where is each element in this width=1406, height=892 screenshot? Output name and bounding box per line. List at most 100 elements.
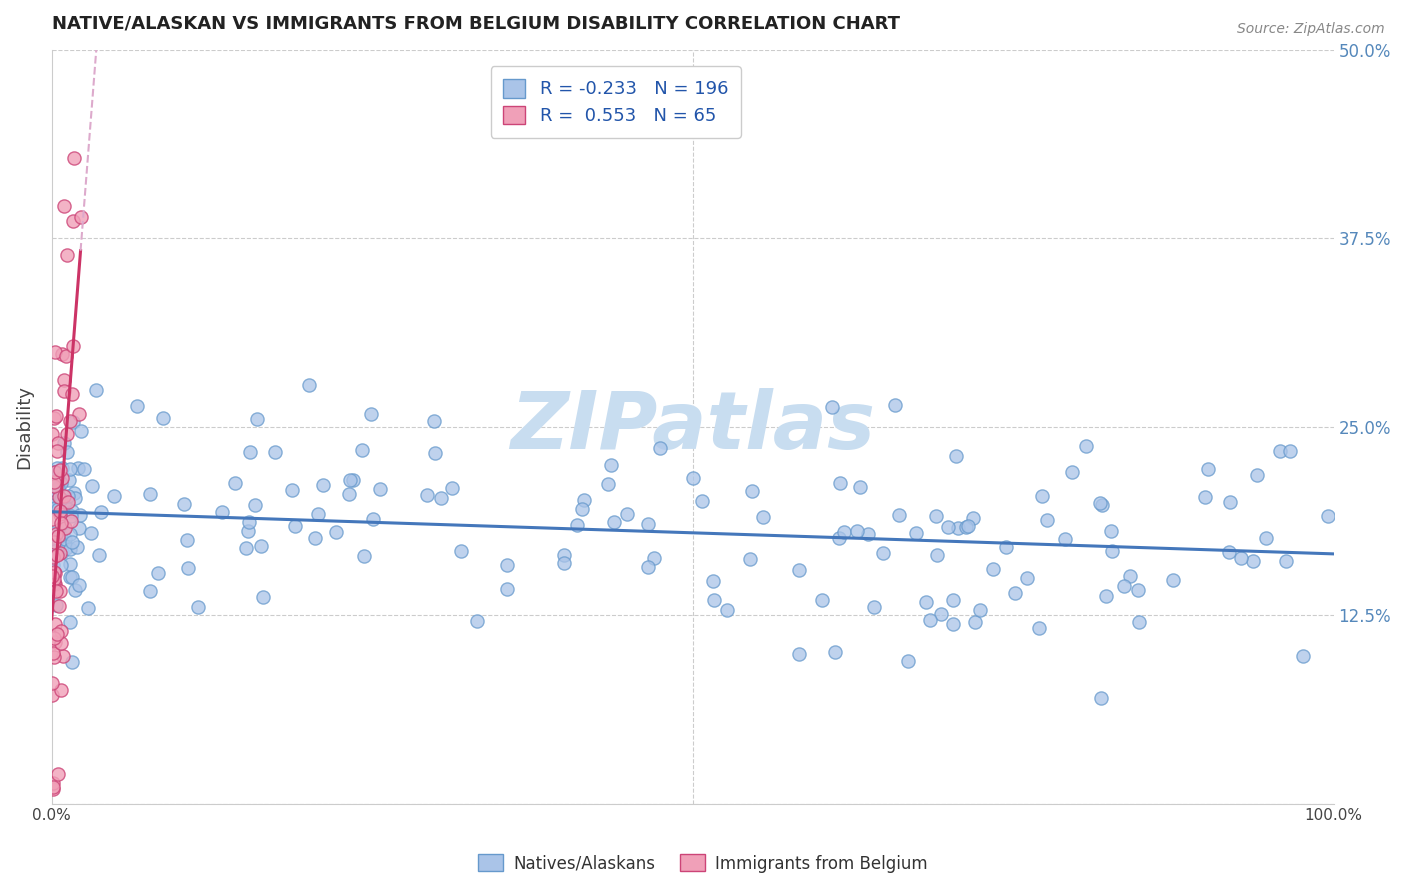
Point xyxy=(1128,615,1150,629)
Point xyxy=(42,467,65,482)
Y-axis label: Disability: Disability xyxy=(15,384,32,468)
Point xyxy=(1053,532,1076,546)
Point xyxy=(52,435,75,450)
Point xyxy=(46,626,69,640)
Point xyxy=(62,485,84,500)
Point xyxy=(1031,489,1053,503)
Point xyxy=(342,473,364,487)
Point xyxy=(42,499,65,513)
Point xyxy=(41,675,63,690)
Point xyxy=(1316,509,1339,524)
Point xyxy=(312,478,335,492)
Point xyxy=(423,446,446,460)
Point xyxy=(41,569,63,583)
Point xyxy=(48,508,70,522)
Point xyxy=(51,461,73,475)
Point xyxy=(1091,498,1114,512)
Point xyxy=(863,599,886,614)
Point xyxy=(55,350,77,364)
Point xyxy=(1268,444,1291,458)
Point xyxy=(69,508,91,522)
Point xyxy=(361,512,384,526)
Point xyxy=(298,378,321,392)
Point xyxy=(883,398,905,412)
Point xyxy=(42,525,65,540)
Point xyxy=(46,502,69,516)
Point xyxy=(66,460,89,475)
Point xyxy=(42,650,65,665)
Point xyxy=(44,465,66,479)
Point xyxy=(62,339,84,353)
Point xyxy=(702,574,724,589)
Point xyxy=(56,445,79,459)
Point xyxy=(929,607,952,621)
Point xyxy=(42,565,65,579)
Point xyxy=(51,544,73,558)
Point xyxy=(1194,490,1216,504)
Point xyxy=(1099,524,1122,539)
Point xyxy=(927,548,949,562)
Point xyxy=(52,199,75,213)
Point xyxy=(811,593,834,607)
Point xyxy=(236,524,259,538)
Point xyxy=(1275,554,1298,568)
Point xyxy=(495,558,517,573)
Point xyxy=(325,525,347,540)
Point xyxy=(553,548,575,562)
Point xyxy=(62,213,84,227)
Point xyxy=(360,407,382,421)
Point xyxy=(73,462,96,476)
Point xyxy=(239,445,262,459)
Point xyxy=(1241,554,1264,568)
Point xyxy=(48,599,70,613)
Point xyxy=(46,481,69,495)
Point xyxy=(42,550,65,565)
Point xyxy=(53,497,76,511)
Point xyxy=(1256,531,1278,545)
Point xyxy=(42,475,65,489)
Point xyxy=(1230,551,1253,566)
Point xyxy=(48,546,70,560)
Point xyxy=(41,512,63,526)
Point xyxy=(741,483,763,498)
Point xyxy=(42,780,65,794)
Legend: R = -0.233   N = 196, R =  0.553   N = 65: R = -0.233 N = 196, R = 0.553 N = 65 xyxy=(491,66,741,137)
Point xyxy=(80,479,103,493)
Point xyxy=(42,776,65,790)
Point xyxy=(58,490,80,504)
Point xyxy=(924,509,946,524)
Point xyxy=(441,481,464,495)
Point xyxy=(42,528,65,542)
Point xyxy=(46,549,69,563)
Point xyxy=(914,595,936,609)
Point xyxy=(42,479,65,493)
Legend: Natives/Alaskans, Immigrants from Belgium: Natives/Alaskans, Immigrants from Belgiu… xyxy=(471,847,935,880)
Point xyxy=(42,476,65,491)
Point xyxy=(832,524,855,539)
Point xyxy=(44,634,66,648)
Point xyxy=(1036,513,1059,527)
Point xyxy=(59,527,82,541)
Point xyxy=(337,487,360,501)
Point xyxy=(281,483,304,497)
Point xyxy=(69,521,91,535)
Point xyxy=(87,549,110,563)
Point xyxy=(969,603,991,617)
Point xyxy=(42,543,65,558)
Point xyxy=(942,593,965,607)
Point xyxy=(44,577,66,591)
Point xyxy=(46,766,69,780)
Point xyxy=(46,529,69,543)
Point xyxy=(637,560,659,574)
Point xyxy=(48,584,70,599)
Point xyxy=(45,526,67,541)
Point xyxy=(238,515,260,529)
Point xyxy=(51,471,73,485)
Point xyxy=(368,482,391,496)
Point xyxy=(42,466,65,480)
Point xyxy=(224,475,246,490)
Point xyxy=(416,488,439,502)
Point xyxy=(48,490,70,504)
Point xyxy=(46,545,69,559)
Point xyxy=(56,248,79,262)
